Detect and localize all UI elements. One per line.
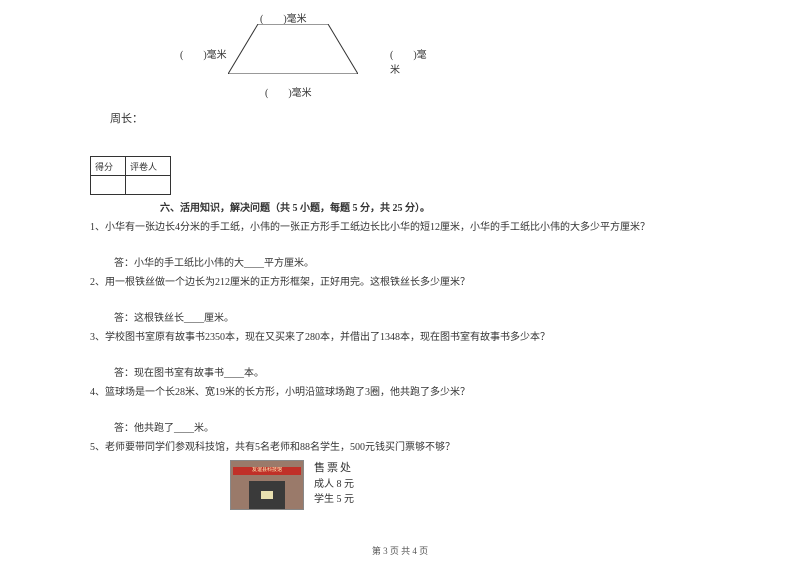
question-4: 4、篮球场是一个长28米、宽19米的长方形，小明沿篮球场跑了3圈，他共跑了多少米… (90, 385, 710, 401)
ticket-image: 友谊县科技馆 (230, 460, 304, 510)
trap-left-label: ( )毫米 (180, 46, 227, 61)
question-3: 3、学校图书室原有故事书2350本，现在又买来了280本，并借出了1348本，现… (90, 330, 710, 346)
grader-cell (126, 176, 171, 195)
exam-page: ( )毫米 ( )毫米 ( )毫米 ( )毫米 周长： 得分 评卷人 六、活用知… (0, 0, 800, 565)
ticket-adult-price: 成人 8 元 (314, 477, 354, 492)
score-table: 得分 评卷人 (90, 156, 171, 195)
answer-2: 答：这根铁丝长____厘米。 (114, 309, 710, 324)
ticket-price-list: 售票处 成人 8 元 学生 5 元 (314, 460, 354, 507)
trap-bottom-label: ( )毫米 (265, 84, 312, 99)
ticket-banner: 友谊县科技馆 (233, 467, 301, 475)
score-section: 得分 评卷人 (90, 156, 710, 195)
ticket-title: 售票处 (314, 460, 354, 477)
question-2: 2、用一根铁丝做一个边长为212厘米的正方形框架，正好用完。这根铁丝长多少厘米？ (90, 275, 710, 291)
trapezoid-figure: ( )毫米 ( )毫米 ( )毫米 ( )毫米 (170, 10, 430, 100)
perimeter-label: 周长： (110, 110, 710, 126)
answer-4: 答：他共跑了____米。 (114, 419, 710, 434)
score-cell (91, 176, 126, 195)
trap-right-label: ( )毫米 (390, 46, 430, 76)
ticket-student-price: 学生 5 元 (314, 492, 354, 507)
ticket-light (261, 491, 273, 499)
trapezoid-shape (228, 24, 358, 74)
answer-1: 答：小华的手工纸比小伟的大____平方厘米。 (114, 254, 710, 269)
trap-top-label: ( )毫米 (260, 10, 307, 25)
answer-3: 答：现在图书室有故事书____本。 (114, 364, 710, 379)
grader-header: 评卷人 (126, 157, 171, 176)
score-header: 得分 (91, 157, 126, 176)
question-1: 1、小华有一张边长4分米的手工纸，小伟的一张正方形手工纸边长比小华的短12厘米，… (90, 220, 710, 236)
question-5: 5、老师要带同学们参观科技馆，共有5名老师和88名学生，500元钱买门票够不够？ (90, 440, 710, 456)
section-title: 六、活用知识，解决问题（共 5 小题，每题 5 分，共 25 分）。 (160, 199, 710, 214)
page-footer: 第 3 页 共 4 页 (0, 544, 800, 557)
ticket-info: 友谊县科技馆 售票处 成人 8 元 学生 5 元 (230, 460, 710, 510)
trapezoid-polygon (228, 24, 358, 74)
